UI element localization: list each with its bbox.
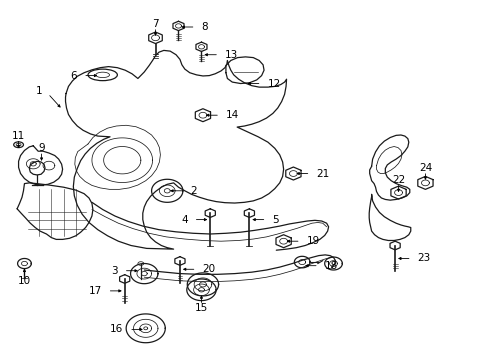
Ellipse shape <box>88 69 117 81</box>
Text: 19: 19 <box>306 236 319 246</box>
Polygon shape <box>390 186 406 199</box>
Polygon shape <box>417 176 432 189</box>
Polygon shape <box>195 109 210 122</box>
Ellipse shape <box>14 142 23 148</box>
Ellipse shape <box>16 143 21 146</box>
Polygon shape <box>244 209 254 217</box>
Ellipse shape <box>96 72 109 77</box>
Text: 11: 11 <box>12 131 25 141</box>
Polygon shape <box>275 235 291 248</box>
Text: 15: 15 <box>194 303 208 313</box>
Text: 14: 14 <box>225 110 239 120</box>
Text: 21: 21 <box>316 168 329 179</box>
Ellipse shape <box>138 262 143 265</box>
Polygon shape <box>120 275 129 283</box>
Text: 4: 4 <box>181 215 187 225</box>
Polygon shape <box>196 42 206 51</box>
Text: 3: 3 <box>111 266 118 276</box>
Text: 2: 2 <box>190 186 197 196</box>
Text: 1: 1 <box>35 86 42 96</box>
Polygon shape <box>148 32 162 44</box>
Text: 17: 17 <box>88 286 102 296</box>
Text: 10: 10 <box>18 276 31 286</box>
Polygon shape <box>205 209 215 217</box>
Text: 9: 9 <box>38 143 45 153</box>
Polygon shape <box>285 167 301 180</box>
Text: 5: 5 <box>272 215 279 225</box>
Text: 22: 22 <box>391 175 405 185</box>
Text: 7: 7 <box>152 19 159 29</box>
Polygon shape <box>173 21 183 31</box>
Polygon shape <box>389 241 399 250</box>
Polygon shape <box>175 257 184 265</box>
Text: 16: 16 <box>110 324 123 334</box>
Text: 8: 8 <box>201 22 208 32</box>
Text: 18: 18 <box>324 261 337 271</box>
Text: 12: 12 <box>267 78 280 89</box>
Text: 6: 6 <box>70 71 77 81</box>
Text: 13: 13 <box>224 50 238 60</box>
Text: 23: 23 <box>417 253 430 264</box>
Text: 24: 24 <box>418 163 431 173</box>
Text: 20: 20 <box>202 264 215 274</box>
